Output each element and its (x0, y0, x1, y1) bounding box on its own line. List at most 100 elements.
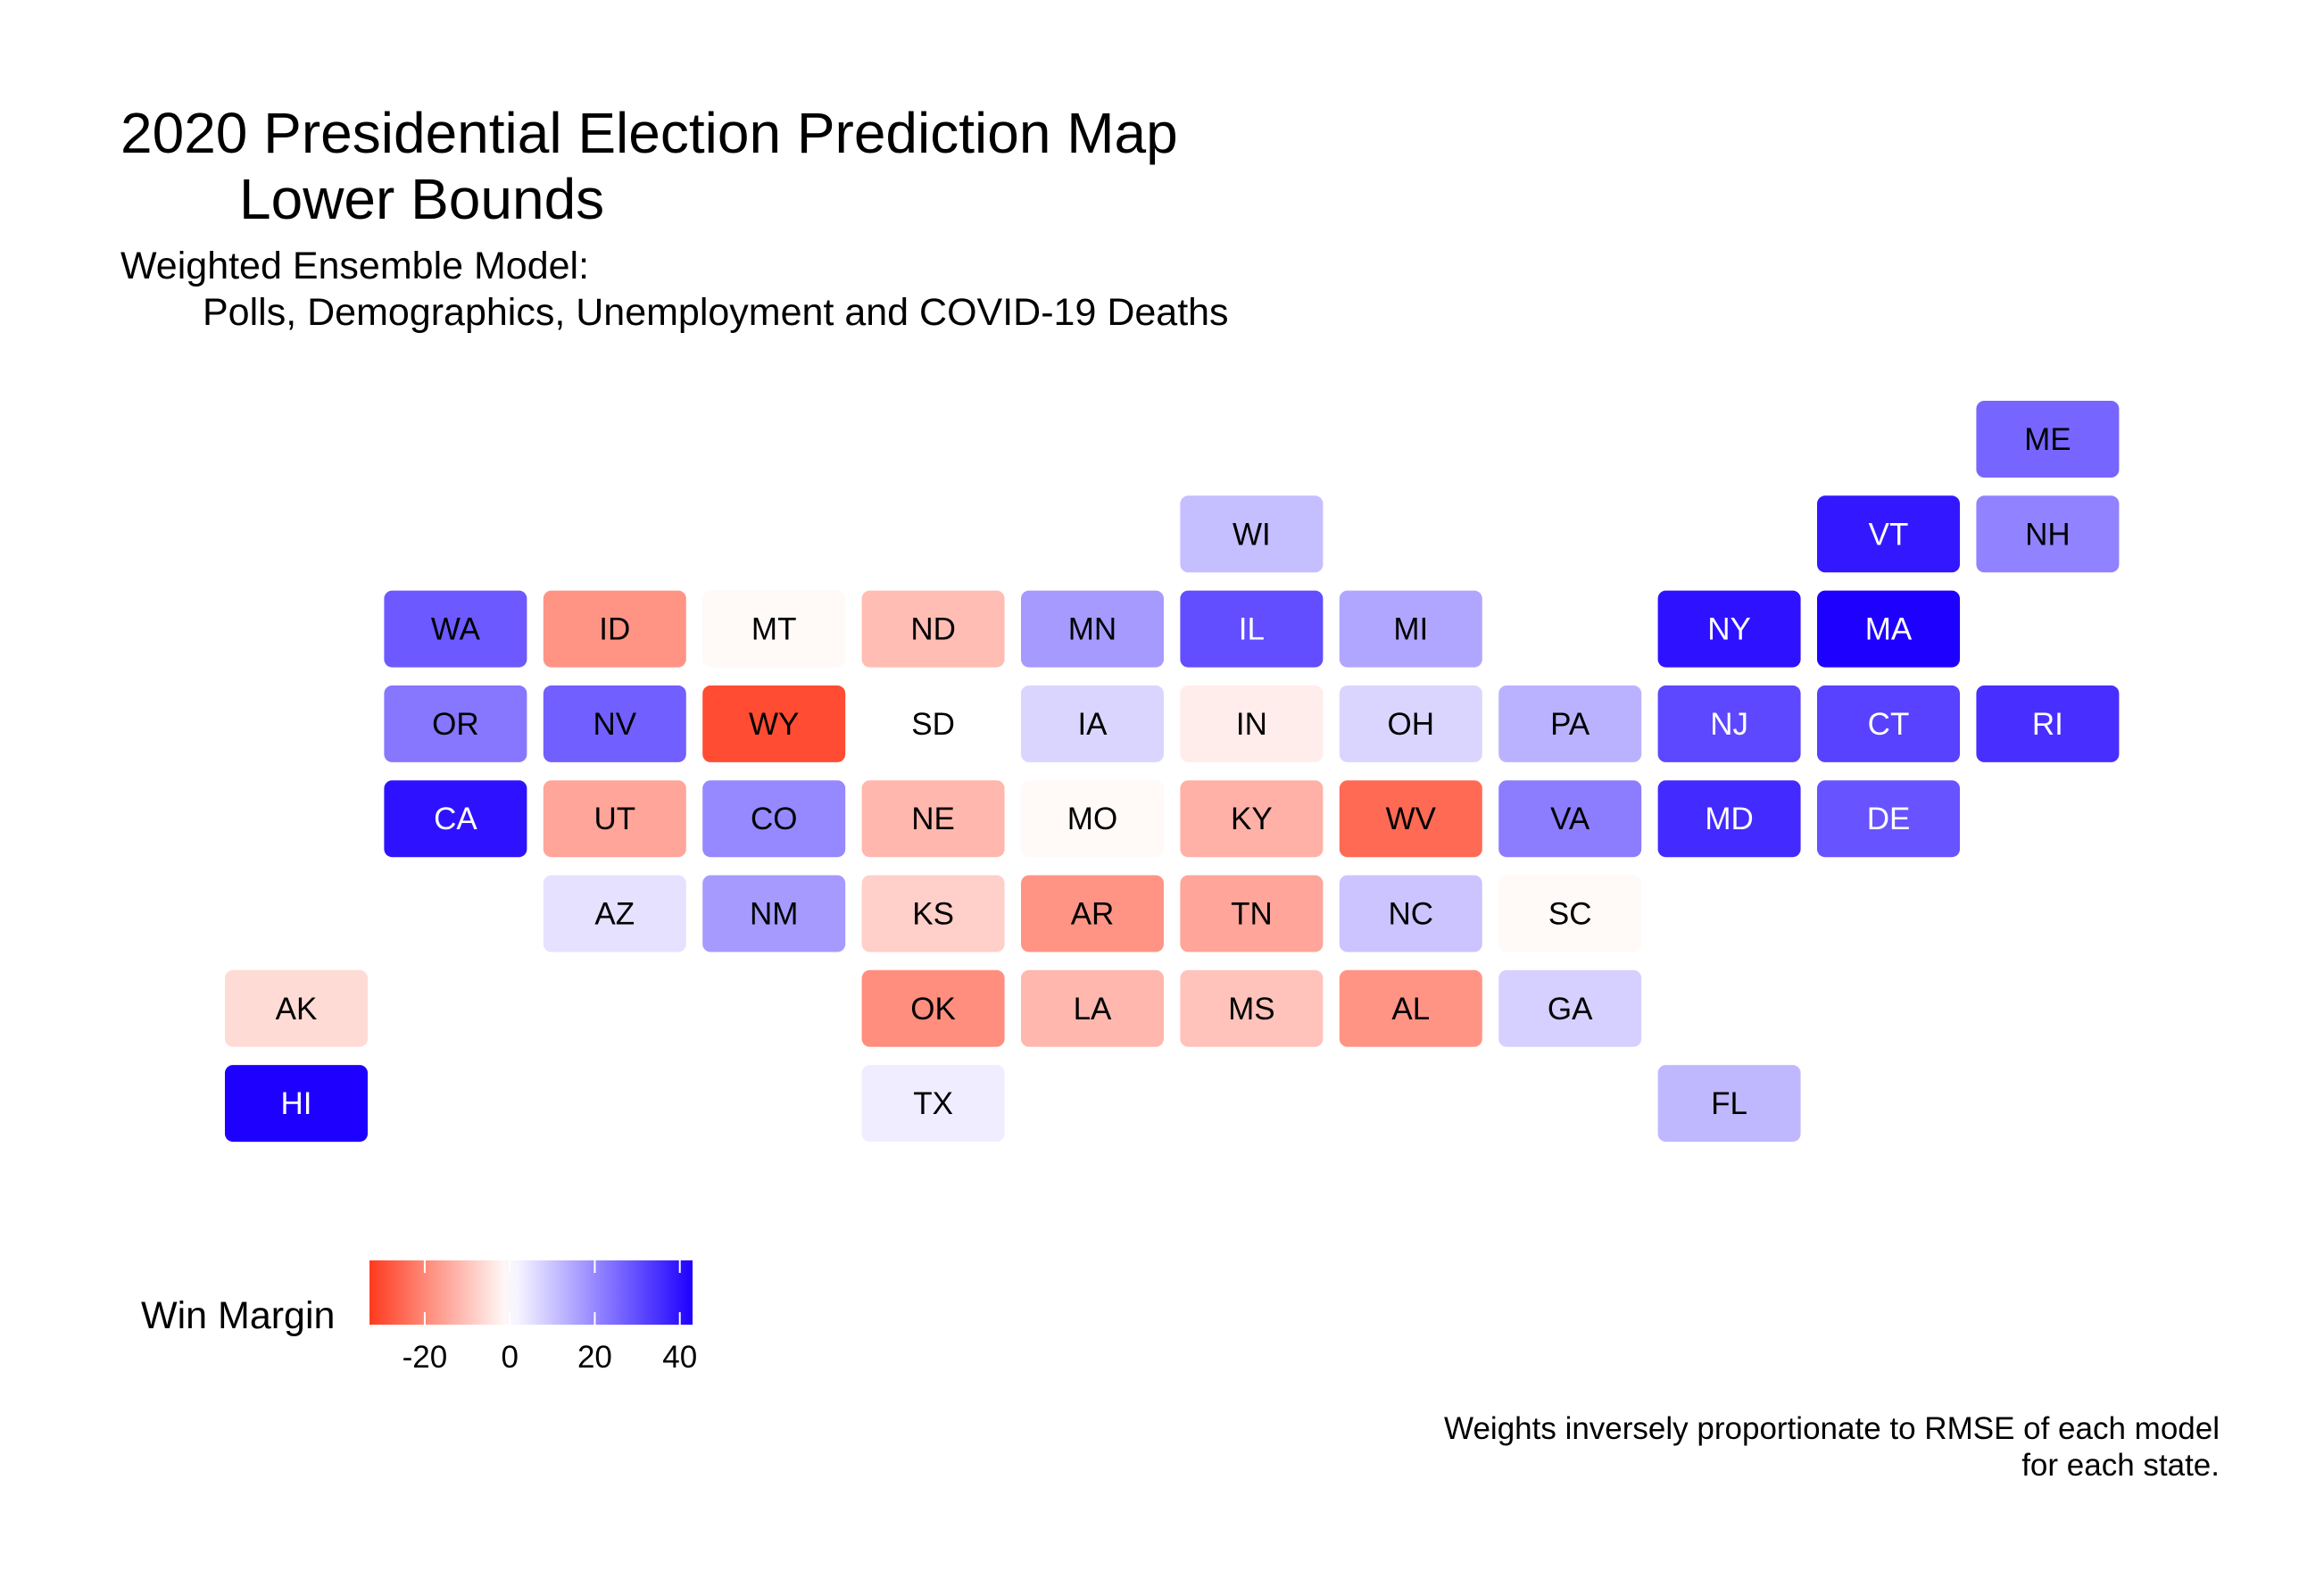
state-tile-rect (1180, 780, 1324, 858)
state-tile-id: ID (543, 590, 686, 668)
state-tile-rect (1498, 969, 1642, 1047)
state-tile-label: ND (910, 612, 956, 647)
state-tile-rect (1657, 780, 1801, 858)
state-tile-mt: MT (702, 590, 846, 668)
legend-tick-label: 40 (662, 1340, 697, 1375)
state-tile-rect (1339, 969, 1482, 1047)
state-tile-de: DE (1817, 780, 1960, 858)
state-tile-fl: FL (1657, 1065, 1801, 1143)
state-tile-label: NE (911, 802, 955, 836)
state-tile-ri: RI (1976, 685, 2120, 762)
legend-tick-label: 20 (577, 1340, 612, 1375)
tile-layer: ME WI VT NH WA ID MT ND MN IL MI NY MA OR NV WY SD IA IN OH… (225, 401, 2120, 1143)
state-tile-label: NJ (1710, 707, 1748, 742)
state-tile-label: MS (1228, 992, 1275, 1027)
state-tile-label: CT (1868, 707, 1910, 742)
state-tile-label: ID (599, 612, 630, 647)
state-tile-rect (1976, 495, 2120, 573)
state-tile-rect (1021, 780, 1164, 858)
state-tile-nd: ND (861, 590, 1005, 668)
state-tile-rect (543, 590, 686, 668)
state-tile-rect (543, 685, 686, 762)
state-tile-rect (1817, 780, 1960, 858)
state-tile-label: OR (432, 707, 479, 742)
state-tile-ar: AR (1021, 875, 1164, 952)
state-tile-rect (1180, 969, 1324, 1047)
state-tile-label: AZ (594, 897, 635, 932)
state-tile-rect (702, 875, 846, 952)
state-tile-label: NM (750, 897, 798, 932)
state-tile-wa: WA (384, 590, 527, 668)
state-tile-label: NC (1389, 897, 1434, 932)
state-tile-vt: VT (1817, 495, 1960, 573)
legend-title: Win Margin (141, 1294, 336, 1337)
state-tile-nc: NC (1339, 875, 1482, 952)
chart-title-line1: 2020 Presidential Election Prediction Ma… (120, 101, 1178, 165)
state-tile-rect (1339, 590, 1482, 668)
state-tile-az: AZ (543, 875, 686, 952)
state-tile-label: NY (1707, 612, 1751, 647)
legend-tick-label: 0 (501, 1340, 518, 1375)
state-tile-rect (1339, 780, 1482, 858)
state-tile-label: VT (1869, 517, 1909, 552)
state-tile-la: LA (1021, 969, 1164, 1047)
state-tile-label: AL (1391, 992, 1430, 1027)
state-tile-hi: HI (225, 1065, 368, 1143)
state-tile-label: NH (2025, 517, 2071, 552)
legend-colorbar (369, 1260, 693, 1325)
state-tile-va: VA (1498, 780, 1642, 858)
state-tile-me: ME (1976, 401, 2120, 478)
state-tile-ca: CA (384, 780, 527, 858)
state-tile-wy: WY (702, 685, 846, 762)
state-tile-label: AR (1071, 897, 1115, 932)
state-tile-nj: NJ (1657, 685, 1801, 762)
state-tile-rect (861, 969, 1005, 1047)
state-tile-label: OK (910, 992, 956, 1027)
state-tile-rect (1657, 1065, 1801, 1143)
state-tile-rect (861, 1065, 1005, 1143)
chart-title-line2: Lower Bounds (239, 167, 605, 231)
state-tile-rect (1817, 495, 1960, 573)
state-tile-rect (1021, 590, 1164, 668)
state-tile-label: MD (1705, 802, 1753, 836)
state-tile-label: RI (2032, 707, 2063, 742)
legend: -20 0 20 40 (369, 1260, 697, 1375)
state-tile-ia: IA (1021, 685, 1164, 762)
state-tile-label: MI (1393, 612, 1428, 647)
state-tile-ut: UT (543, 780, 686, 858)
state-tile-label: MT (751, 612, 797, 647)
state-tile-label: WV (1386, 802, 1437, 836)
state-tile-rect (1976, 685, 2120, 762)
state-tile-label: FL (1711, 1086, 1747, 1121)
state-tile-ny: NY (1657, 590, 1801, 668)
state-tile-rect (1498, 685, 1642, 762)
state-tile-ma: MA (1817, 590, 1960, 668)
state-tile-rect (1657, 590, 1801, 668)
state-tile-mi: MI (1339, 590, 1482, 668)
state-tile-label: MN (1068, 612, 1116, 647)
state-tile-label: WI (1233, 517, 1271, 552)
state-tile-label: DE (1867, 802, 1911, 836)
chart-title: 2020 Presidential Election Prediction Ma… (120, 100, 1178, 232)
state-tile-tn: TN (1180, 875, 1324, 952)
state-tile-rect (225, 1065, 368, 1143)
state-tile-rect (384, 685, 527, 762)
chart-caption-line1: Weights inversely proportionate to RMSE … (1444, 1411, 2220, 1446)
state-tile-rect (702, 685, 846, 762)
state-tile-nv: NV (543, 685, 686, 762)
state-tile-rect (702, 590, 846, 668)
state-tile-label: IN (1236, 707, 1267, 742)
state-tile-rect (1976, 401, 2120, 478)
chart-caption: Weights inversely proportionate to RMSE … (1444, 1410, 2220, 1484)
state-tile-label: TN (1231, 897, 1273, 932)
state-tile-il: IL (1180, 590, 1324, 668)
state-tile-label: AK (276, 992, 318, 1027)
state-tile-label: VA (1550, 802, 1590, 836)
state-tile-label: KS (912, 897, 954, 932)
state-tile-label: IL (1239, 612, 1265, 647)
state-tile-rect (1180, 590, 1324, 668)
state-tile-rect (543, 780, 686, 858)
state-tile-al: AL (1339, 969, 1482, 1047)
state-tile-wv: WV (1339, 780, 1482, 858)
